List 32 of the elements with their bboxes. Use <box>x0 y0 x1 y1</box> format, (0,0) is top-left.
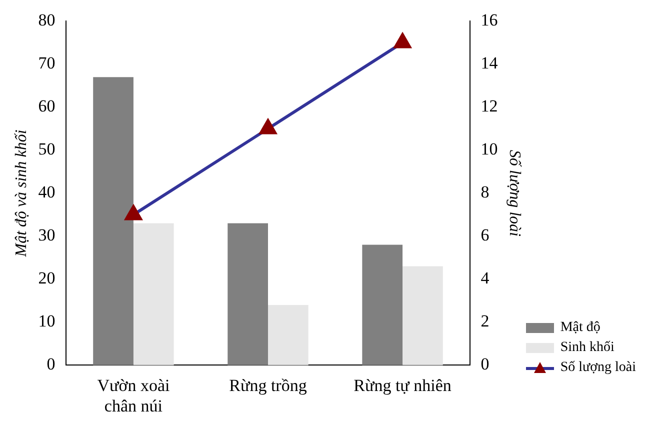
x-tick-label: Rừng trồng <box>229 376 308 395</box>
y2-tick-label: 2 <box>480 312 490 331</box>
legend-label: Số lượng loài <box>560 360 636 376</box>
y2-tick-label: 10 <box>480 140 498 159</box>
y2-tick-label: 12 <box>480 96 498 116</box>
bar <box>93 77 134 366</box>
y-tick-label: 60 <box>38 96 56 116</box>
bar <box>402 266 443 366</box>
y2-tick-label: 4 <box>480 268 490 288</box>
bar <box>228 223 268 366</box>
y-tick-label: 10 <box>38 312 56 331</box>
y-tick-label: 20 <box>38 268 56 288</box>
x-tick-label: Rừng tự nhiên <box>354 376 452 395</box>
bar <box>362 244 403 366</box>
y-tick-label: 40 <box>38 182 56 202</box>
y2-tick-label: 8 <box>480 182 490 202</box>
y2-tick-label: 14 <box>480 54 498 73</box>
y-tick-label: 70 <box>38 54 56 73</box>
bar <box>133 223 174 366</box>
y-tick-label: 50 <box>38 140 56 159</box>
legend-label: Mật độ <box>560 320 600 336</box>
x-tick-label: Vườn xoài chân núi <box>97 376 170 416</box>
legend-label: Sinh khối <box>560 340 614 356</box>
y-tick-label: 80 <box>38 10 56 30</box>
y-tick-label: 30 <box>38 226 56 245</box>
y2-tick-label: 0 <box>480 354 490 374</box>
y2-axis-title: Số lượng loài <box>506 150 524 237</box>
y-tick-label: 0 <box>46 354 56 374</box>
y-axis-title: Mật độ và sinh khối <box>12 130 30 258</box>
y2-tick-label: 6 <box>480 226 490 245</box>
bar <box>268 305 308 366</box>
y2-tick-label: 16 <box>480 10 498 30</box>
